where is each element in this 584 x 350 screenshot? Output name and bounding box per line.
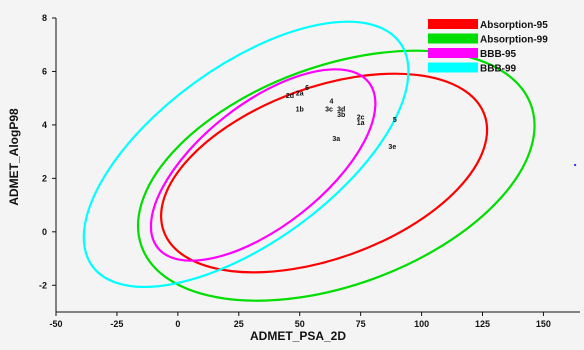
x-tick-label: 125 xyxy=(475,319,490,329)
x-tick-label: -25 xyxy=(110,319,123,329)
ellipse-bbb-95 xyxy=(149,68,377,262)
point-label: 3c xyxy=(325,107,333,114)
y-tick-label: 0 xyxy=(42,227,47,237)
x-tick-label: 25 xyxy=(234,319,244,329)
point-label: 3b xyxy=(337,112,345,119)
y-tick-label: 8 xyxy=(42,13,47,23)
outlier-point xyxy=(574,164,577,166)
y-tick-label: 6 xyxy=(42,66,47,76)
point-label: 3e xyxy=(388,144,396,151)
x-tick-label: 75 xyxy=(356,319,366,329)
legend-swatch xyxy=(428,48,478,58)
point-label: 2a xyxy=(296,91,304,98)
legend-label: BBB-99 xyxy=(480,64,517,75)
x-axis-title: ADMET_PSA_2D xyxy=(250,329,346,343)
point-label: 3a xyxy=(332,136,340,143)
point-label: 4 xyxy=(329,99,333,106)
y-tick-label: 4 xyxy=(42,120,47,130)
x-tick-label: 150 xyxy=(536,319,551,329)
y-tick-label: 2 xyxy=(42,173,47,183)
x-tick-label: -50 xyxy=(49,319,62,329)
legend-label: Absorption-99 xyxy=(480,35,548,46)
legend-label: BBB-95 xyxy=(480,49,517,60)
y-axis-title: ADMET_AlogP98 xyxy=(7,108,21,206)
point-label: 2d xyxy=(286,93,294,100)
point-label: 1b xyxy=(296,107,304,114)
axes: -50 -25 0 25 50 75 100 125 150 -2 0 2 4 6 8 xyxy=(39,13,580,329)
legend-swatch xyxy=(428,62,478,73)
legend-swatch xyxy=(428,19,478,29)
y-tick-label: -2 xyxy=(39,280,47,290)
legend-label: Absorption-95 xyxy=(480,20,548,31)
point-label: 1a xyxy=(357,120,365,127)
ellipse-layer xyxy=(82,20,536,302)
ellipse-absorption-99 xyxy=(136,49,536,302)
point-label: 5 xyxy=(393,117,397,124)
ellipse-bbb-99 xyxy=(82,20,410,288)
x-tick-label: 50 xyxy=(295,319,305,329)
ellipse-absorption-95 xyxy=(160,72,489,274)
point-label: 2c xyxy=(357,115,365,122)
legend: Absorption-95 Absorption-99 BBB-95 BBB-99 xyxy=(428,19,548,75)
x-tick-label: 100 xyxy=(414,319,429,329)
point-label: 3d xyxy=(337,107,345,114)
point-label: 6 xyxy=(305,85,309,92)
legend-swatch xyxy=(428,33,478,44)
x-tick-label: 0 xyxy=(175,319,180,329)
